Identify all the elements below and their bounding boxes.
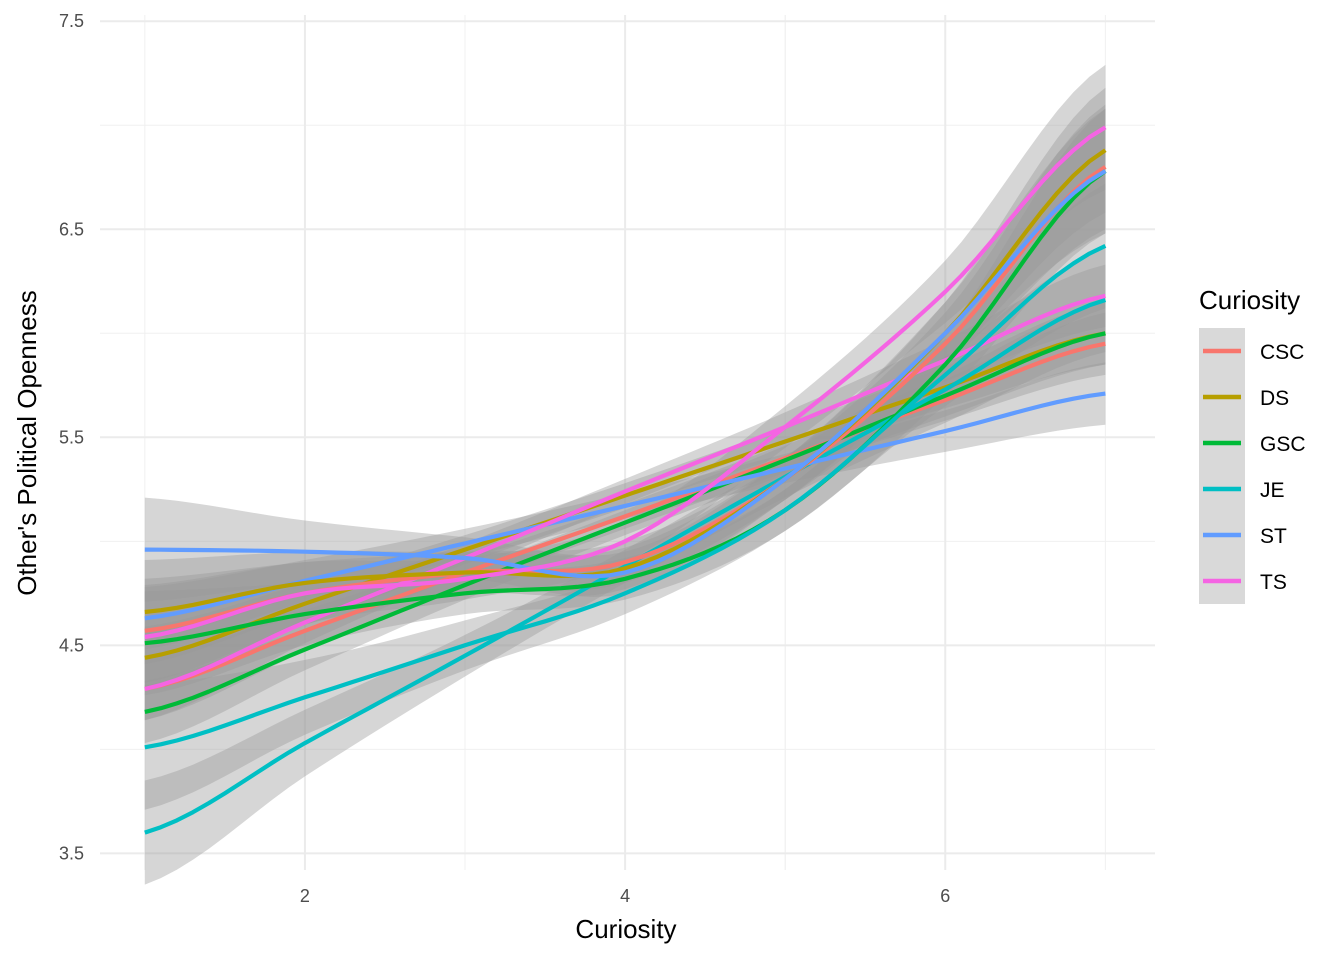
line-ts-linear — [144, 293, 1106, 692]
y-axis-ticks: 3.5 4.5 5.5 6.5 7.5 — [59, 11, 84, 863]
line-ts-loess — [144, 125, 1107, 640]
y-tick-label: 3.5 — [59, 843, 84, 863]
legend-label: ST — [1260, 525, 1287, 548]
x-tick-label: 4 — [620, 886, 630, 906]
legend-key-background — [1199, 328, 1245, 604]
x-axis-title: Curiosity — [575, 914, 676, 944]
legend-title: Curiosity — [1199, 285, 1300, 315]
legend-label: JE — [1260, 479, 1285, 502]
ribbon-je-loess — [144, 183, 1106, 810]
x-axis-ticks: 2 4 6 — [300, 886, 950, 906]
legend-label: TS — [1260, 571, 1287, 594]
legend-label: DS — [1260, 387, 1289, 410]
y-axis-title: Other's Political Openness — [12, 290, 42, 596]
y-tick-label: 7.5 — [59, 11, 84, 31]
grid — [100, 15, 1155, 870]
line-gsc-linear — [144, 331, 1106, 714]
line-gsc-loess — [144, 169, 1107, 646]
legend: Curiosity CSC DS GSC JE ST TS — [1199, 285, 1306, 604]
y-tick-label: 6.5 — [59, 219, 84, 239]
y-tick-label: 4.5 — [59, 635, 84, 655]
line-csc-linear — [144, 341, 1106, 692]
y-tick-label: 5.5 — [59, 427, 84, 447]
line-st-loess — [144, 169, 1107, 579]
legend-label: GSC — [1260, 433, 1306, 456]
line-je-loess — [144, 244, 1107, 750]
x-tick-label: 6 — [940, 886, 950, 906]
legend-label: CSC — [1260, 341, 1304, 364]
x-tick-label: 2 — [300, 886, 310, 906]
series-lines — [144, 125, 1107, 835]
